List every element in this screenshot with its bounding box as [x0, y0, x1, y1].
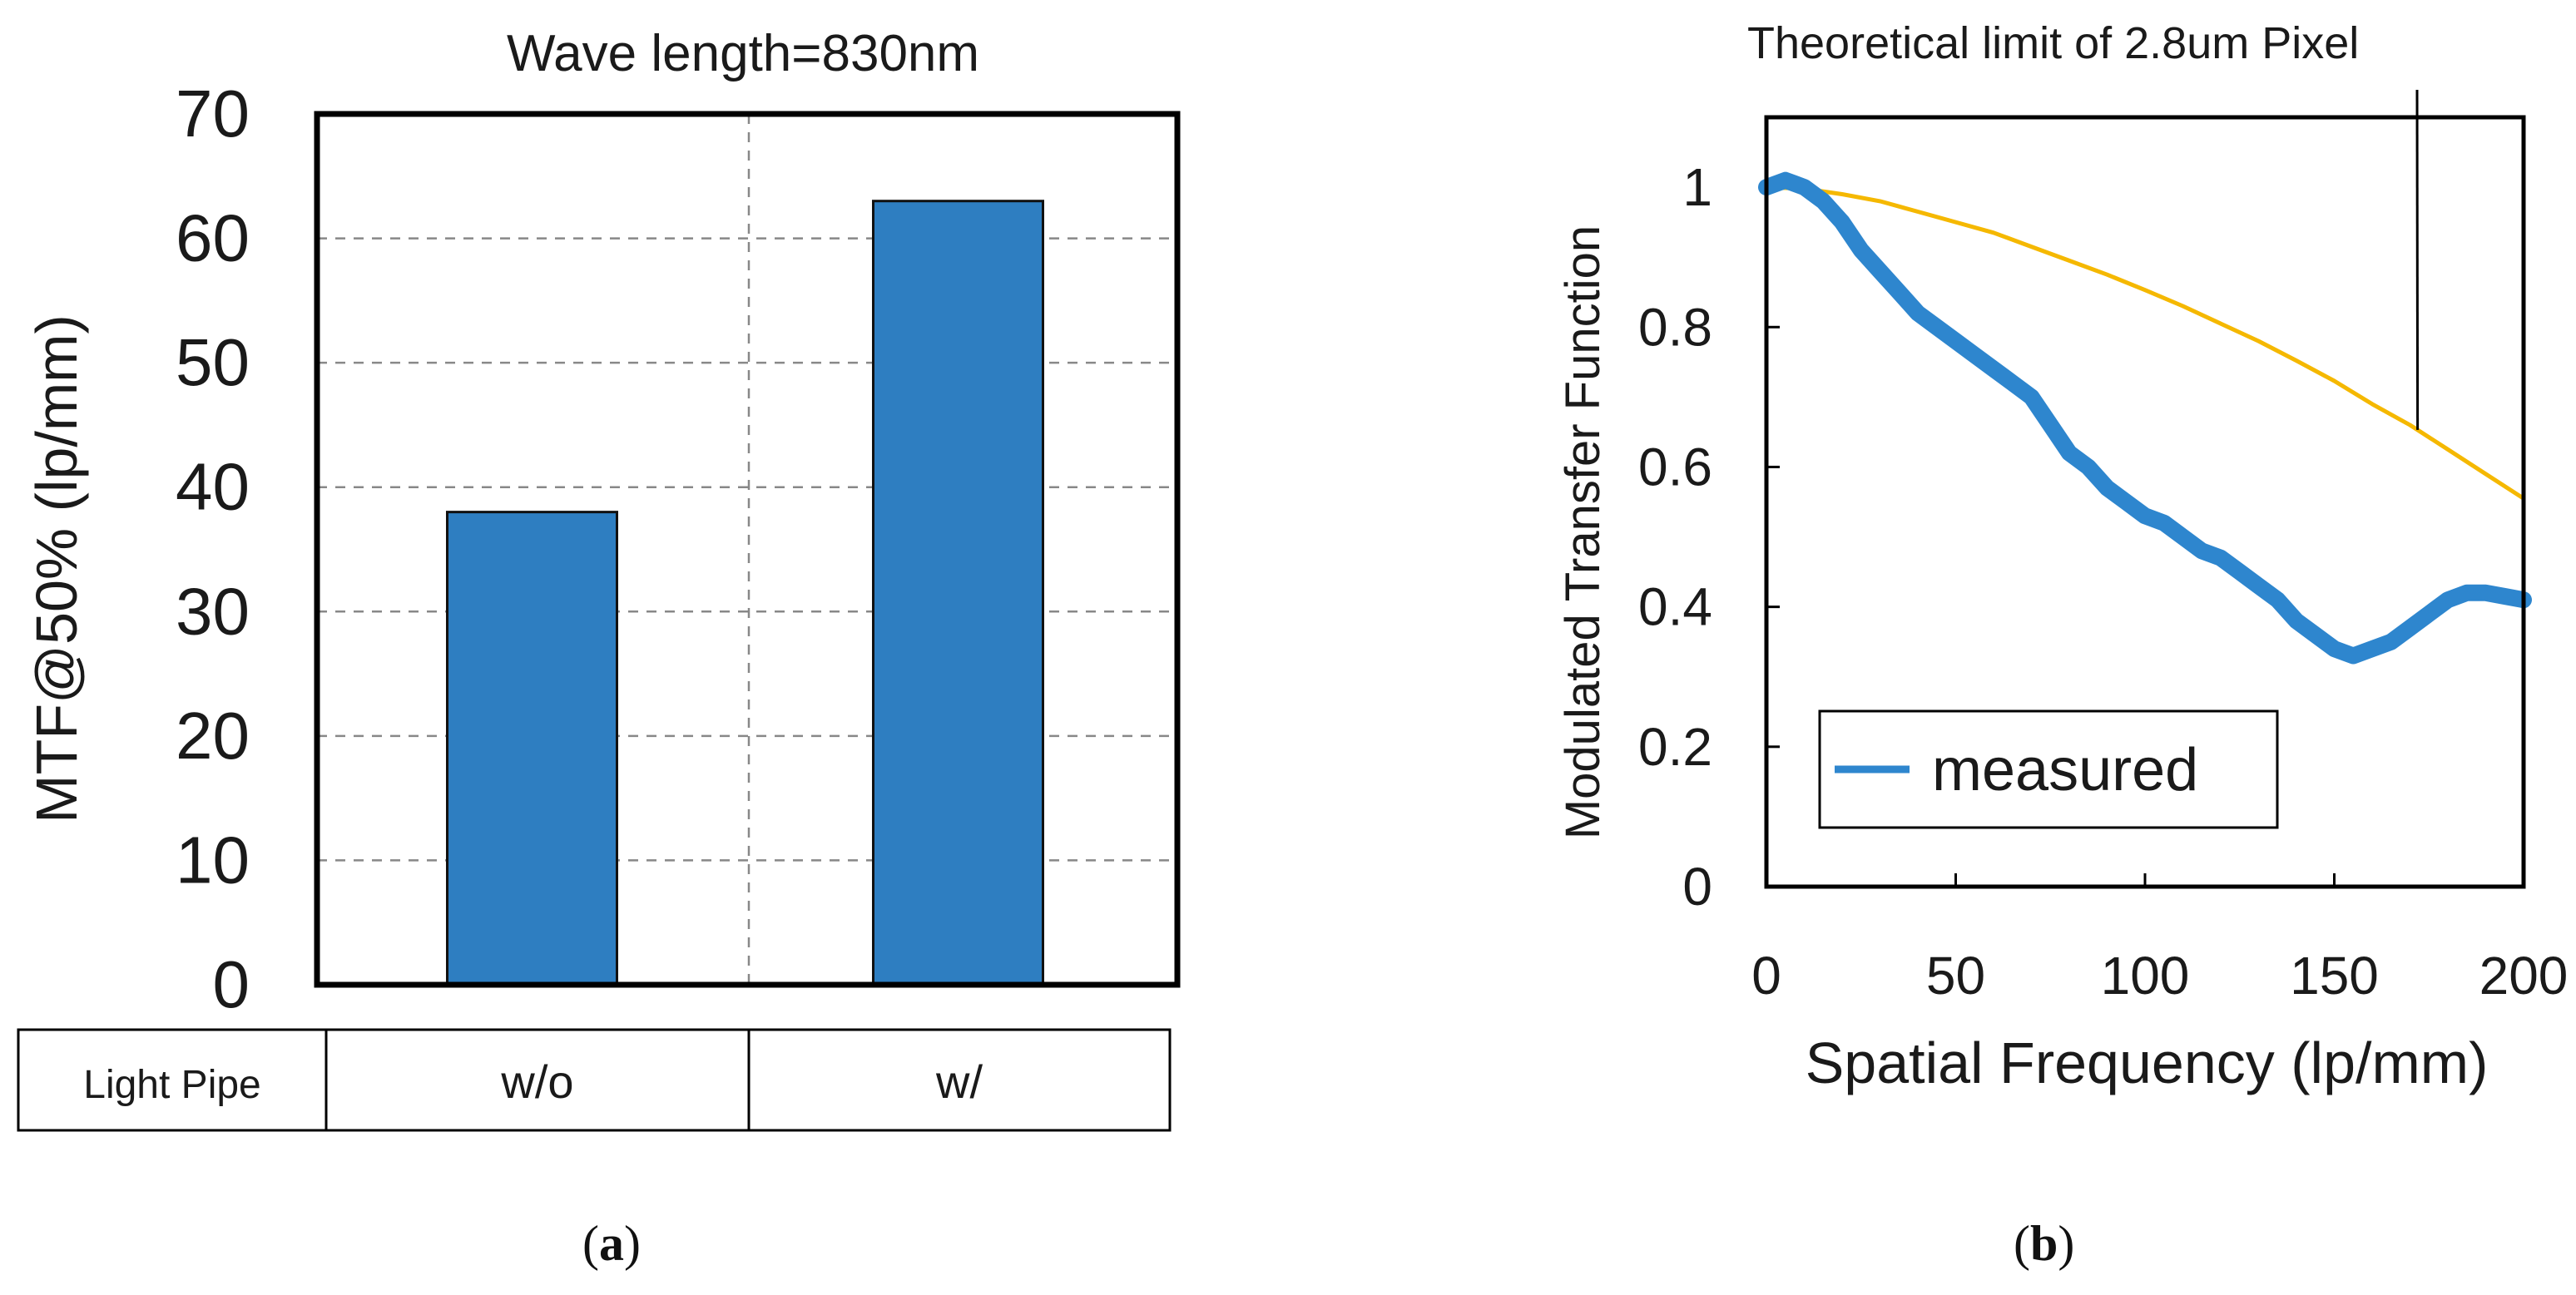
- y-tick-label: 0.8: [1638, 297, 1712, 357]
- line-chart-x-tick-labels: 0 50 100 150 200: [1751, 946, 2568, 1006]
- line-chart-panel: Modulated Transfer Function Spatial Freq…: [1556, 18, 2568, 1271]
- panel-label-b: (b): [2014, 1216, 2074, 1271]
- series-line-measured: [1758, 171, 2532, 665]
- y-tick-label: 40: [176, 450, 250, 524]
- category-table-frame: [17, 1028, 1172, 1132]
- bar: [446, 511, 618, 986]
- line-chart-plot-frame: [1764, 115, 2526, 889]
- x-tick-label: 0: [1751, 946, 1781, 1006]
- x-tick-label: 100: [2101, 946, 2190, 1006]
- category-label: w/: [935, 1055, 983, 1108]
- y-tick-label: 0: [1682, 857, 1712, 917]
- line-chart-y-tick-labels: 0 0.2 0.4 0.6 0.8 1: [1638, 157, 1712, 917]
- theoretical-limit-annotation: Theoretical limit of 2.8um Pixel: [1747, 18, 2359, 68]
- y-tick-label: 20: [176, 699, 250, 773]
- x-tick-label: 150: [2290, 946, 2379, 1006]
- y-tick-label: 10: [176, 823, 250, 897]
- y-tick-label: 1: [1682, 157, 1712, 217]
- bar-chart-y-tick-labels: 0 10 20 30 40 50 60 70: [176, 77, 250, 1021]
- bar-chart-bars: [446, 200, 1044, 986]
- annotation-leader-line: [2415, 89, 2420, 430]
- category-table: Light Pipe w/o w/: [17, 1028, 1172, 1132]
- line-chart-x-axis-label: Spatial Frequency (lp/mm): [1806, 1031, 2489, 1095]
- bar: [872, 200, 1044, 986]
- bar-chart-panel: Wave length=830nm MTF@50% (lp/mm) 0 10 20 3…: [17, 25, 1181, 1271]
- category-label: w/o: [500, 1055, 573, 1108]
- line-chart-y-axis-label: Modulated Transfer Function: [1556, 225, 1610, 839]
- y-tick-label: 60: [176, 201, 250, 275]
- y-tick-label: 30: [176, 574, 250, 648]
- y-tick-label: 0.4: [1638, 577, 1712, 637]
- x-tick-label: 50: [1926, 946, 1985, 1006]
- y-tick-label: 70: [176, 77, 250, 151]
- line-chart-legend: measured: [1818, 709, 2279, 829]
- legend-label-measured: measured: [1932, 737, 2198, 803]
- y-tick-label: 0.6: [1638, 437, 1712, 497]
- bar-chart-y-axis-label: MTF@50% (lp/mm): [24, 314, 89, 823]
- bar-chart-plot-frame: [314, 111, 1181, 988]
- panel-label-a: (a): [582, 1216, 641, 1271]
- bar-chart-title: Wave length=830nm: [507, 25, 979, 82]
- category-table-labels: w/o w/: [500, 1055, 983, 1108]
- x-tick-label: 200: [2479, 946, 2569, 1006]
- line-chart-series: [1758, 171, 2532, 665]
- y-tick-label: 0: [213, 947, 250, 1021]
- category-table-header: Light Pipe: [83, 1063, 261, 1107]
- y-tick-label: 0.2: [1638, 717, 1712, 777]
- series-line-theoretical: [1764, 185, 2526, 501]
- y-tick-label: 50: [176, 325, 250, 399]
